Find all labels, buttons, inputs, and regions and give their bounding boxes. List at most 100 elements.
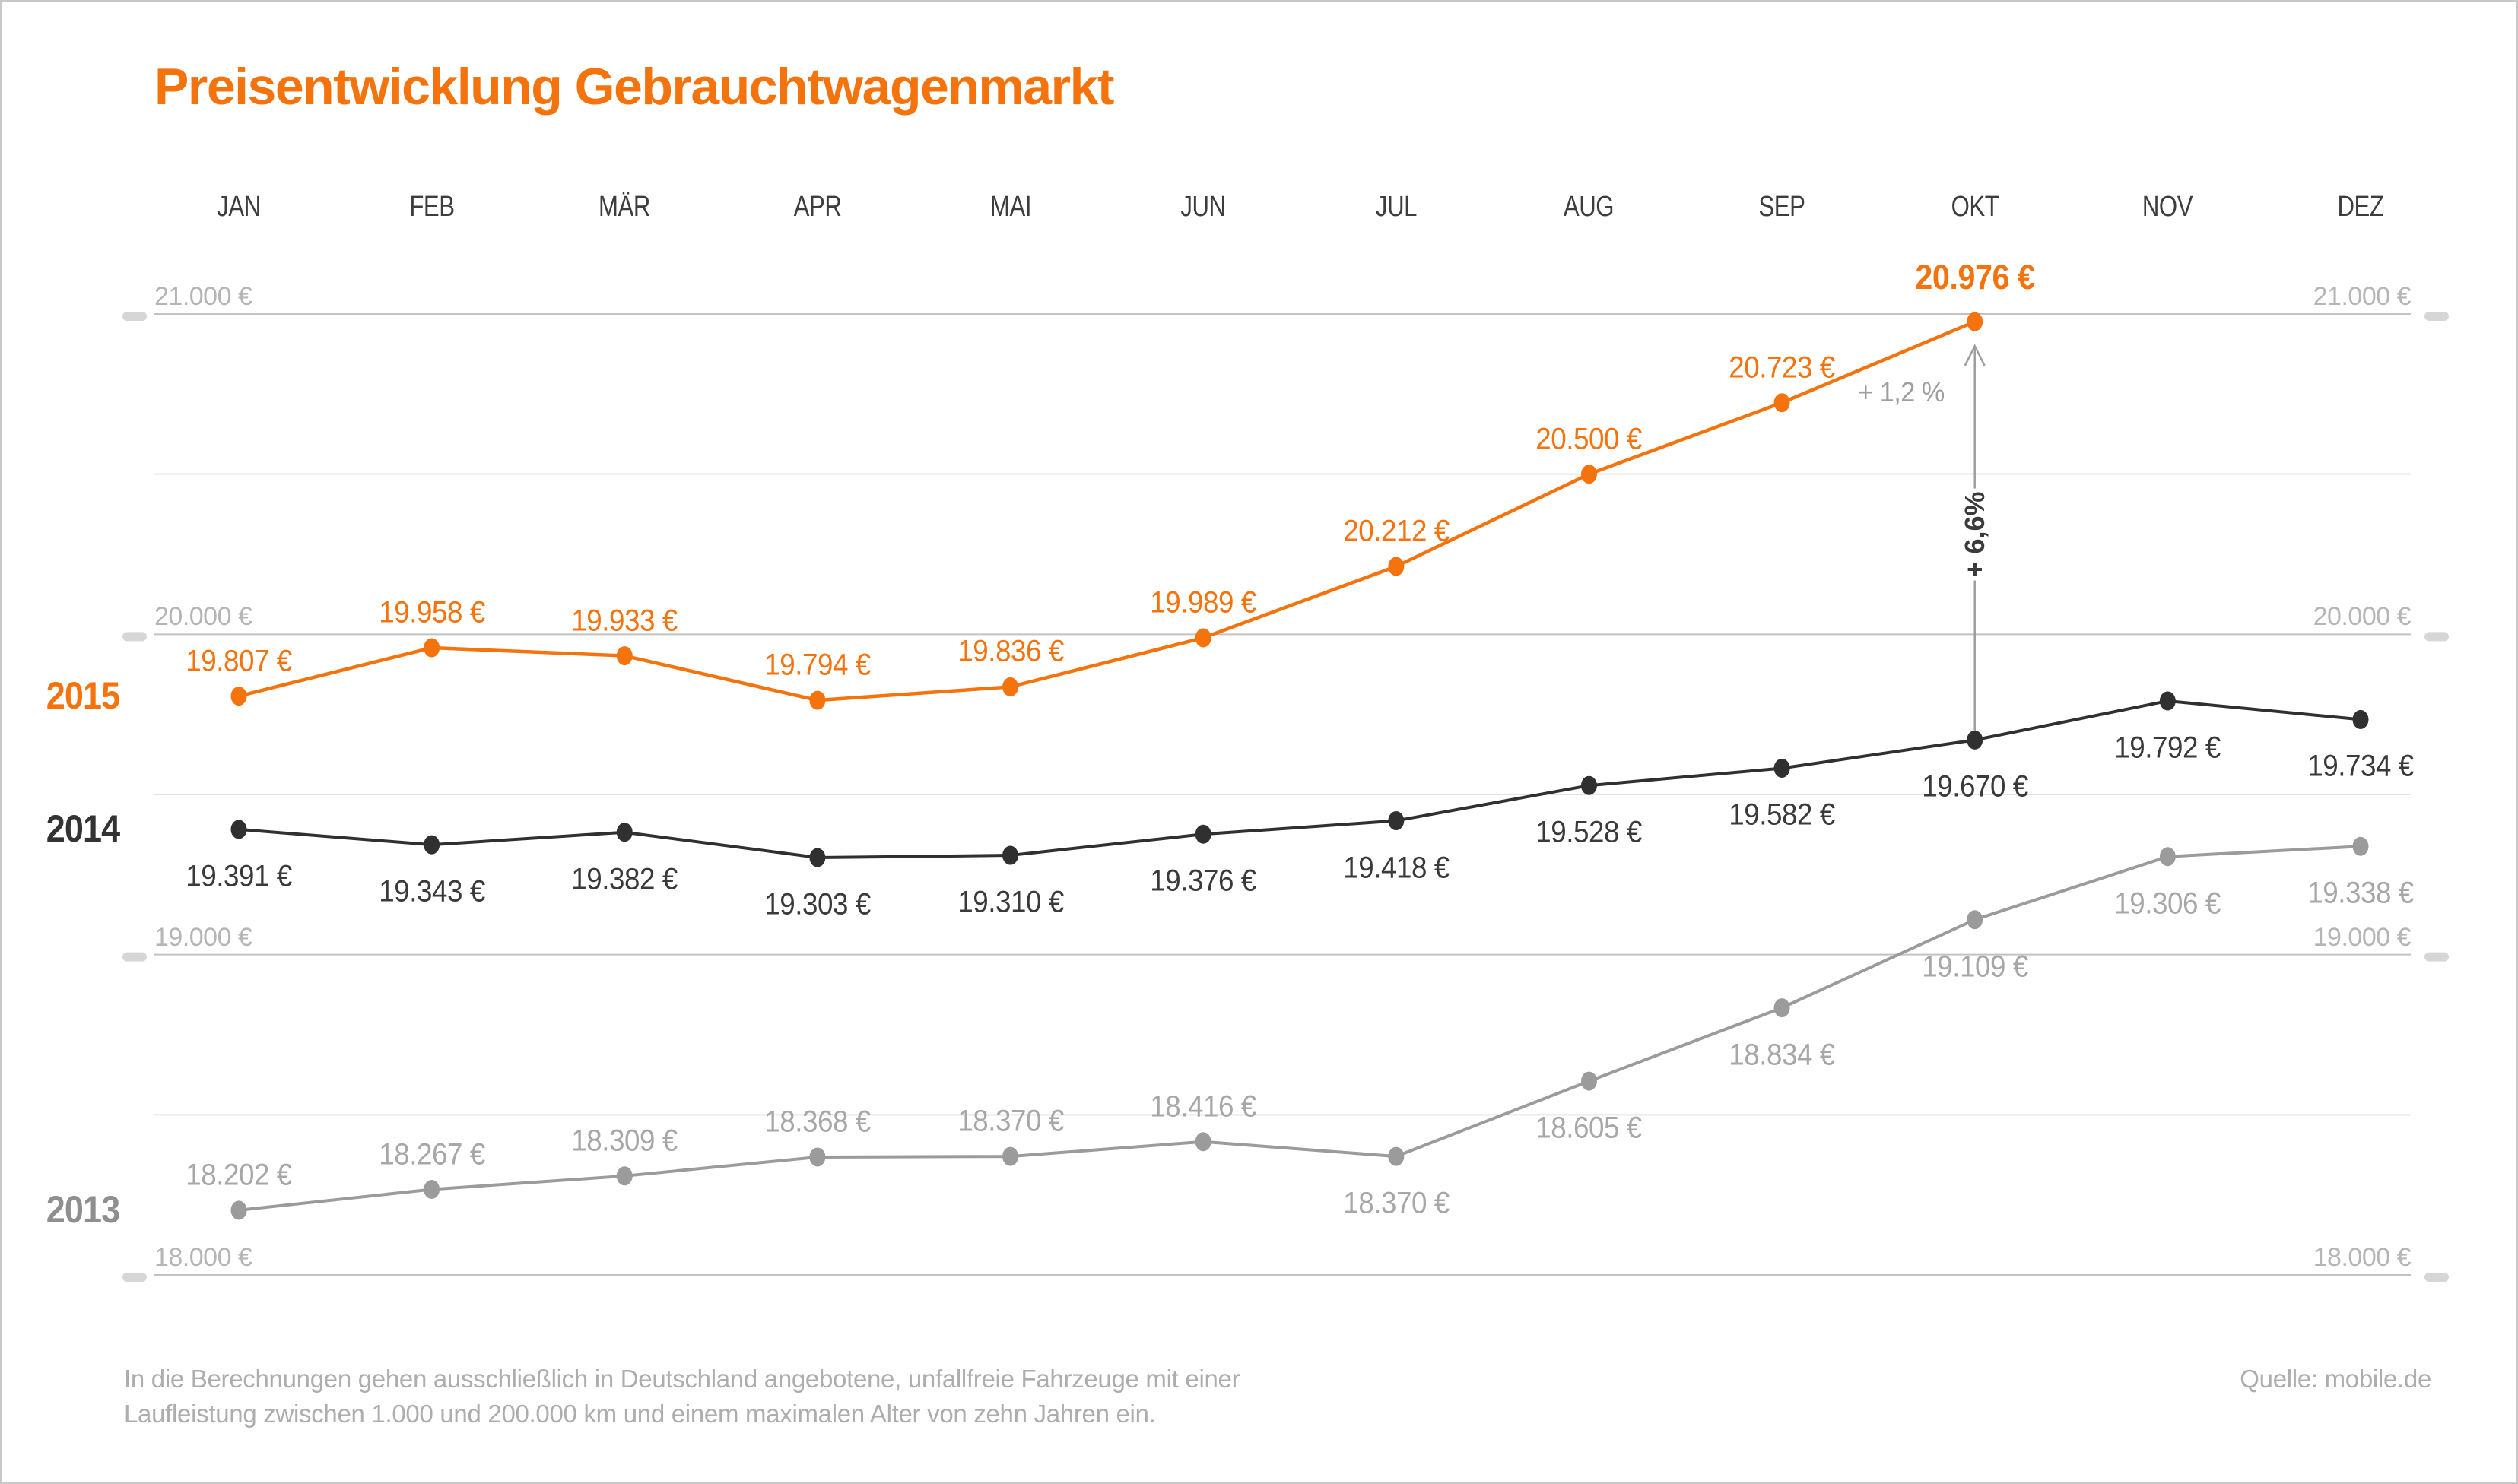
point-label-2015-OKT: 20.976 € (1907, 258, 2042, 298)
data-point-2015-MÄR (616, 646, 633, 666)
month-label-APR: APR (793, 191, 842, 223)
footnote-line-2: Laufleistung zwischen 1.000 und 200.000 … (124, 1400, 1156, 1428)
year-label-2013: 2013 (46, 1188, 120, 1231)
axis-tick-left (122, 952, 147, 962)
data-point-2014-JUN (1195, 824, 1211, 844)
point-label-2014-SEP: 19.582 € (1729, 797, 1835, 832)
data-point-2013-MAI (1002, 1146, 1019, 1166)
data-point-2014-DEZ (2352, 709, 2369, 729)
month-label-MAI: MAI (989, 191, 1031, 223)
month-label-SEP: SEP (1758, 191, 1806, 223)
data-point-2014-MÄR (616, 823, 633, 842)
point-label-2013-FEB: 18.267 € (378, 1137, 485, 1171)
month-label-OKT: OKT (1951, 191, 1999, 223)
point-label-2015-APR: 19.794 € (764, 648, 871, 682)
point-label-2013-MÄR: 18.309 € (571, 1124, 678, 1158)
month-label-JUL: JUL (1375, 191, 1418, 223)
chart-title: Preisentwicklung Gebrauchtwagenmarkt (154, 58, 1115, 116)
month-label-NOV: NOV (2142, 191, 2193, 223)
data-point-2014-MAI (1002, 845, 1019, 865)
data-point-2013-APR (809, 1147, 826, 1167)
axis-tick-left (122, 312, 147, 322)
data-point-2013-FEB (424, 1180, 440, 1200)
data-point-2013-DEZ (2352, 836, 2369, 856)
point-label-2015-JUN: 19.989 € (1150, 585, 1256, 620)
axis-tick-right (2424, 312, 2449, 322)
y-axis-label-right-20000: 20.000 € (2313, 602, 2412, 632)
point-label-2015-JUL: 20.212 € (1343, 514, 1450, 548)
y-axis-label-right-19000: 19.000 € (2313, 922, 2412, 952)
data-point-2013-MÄR (616, 1166, 633, 1186)
data-point-2015-AUG (1580, 465, 1597, 484)
y-axis-label-left-18000: 18.000 € (154, 1243, 252, 1272)
point-label-2014-MAI: 19.310 € (957, 885, 1064, 919)
series-line-2014 (238, 699, 2361, 860)
data-point-2013-JUL (1388, 1146, 1405, 1166)
year-label-2014: 2014 (46, 807, 120, 850)
y-axis-label-left-19000: 19.000 € (154, 922, 252, 952)
data-point-2013-SEP (1773, 998, 1790, 1018)
point-label-2015-JAN: 19.807 € (186, 644, 292, 678)
point-label-2014-APR: 19.303 € (764, 887, 871, 921)
footnote-line-1: In die Berechnungen gehen ausschließlich… (124, 1365, 1240, 1393)
point-label-2015-AUG: 20.500 € (1535, 422, 1643, 456)
data-point-2014-NOV (2159, 691, 2176, 711)
data-point-2013-OKT (1967, 910, 1983, 930)
data-point-2013-AUG (1580, 1071, 1597, 1091)
axis-tick-left (122, 1273, 147, 1282)
point-label-2015-MÄR: 19.933 € (571, 604, 678, 638)
data-point-2014-AUG (1580, 775, 1597, 795)
point-label-2013-OKT: 19.109 € (1921, 950, 2028, 984)
axis-tick-right (2424, 632, 2449, 642)
point-label-2014-OKT: 19.670 € (1921, 769, 2028, 804)
axis-tick-right (2424, 1273, 2449, 1282)
data-point-2015-SEP (1773, 393, 1790, 413)
data-point-2013-JUN (1195, 1132, 1211, 1152)
point-label-2014-MÄR: 19.382 € (571, 862, 678, 896)
data-point-2013-JAN (230, 1200, 247, 1220)
axis-tick-left (122, 632, 147, 642)
point-label-2014-JUL: 19.418 € (1343, 851, 1450, 885)
point-label-2013-JUN: 18.416 € (1150, 1089, 1256, 1124)
data-point-2015-JUL (1388, 556, 1405, 576)
data-point-2014-OKT (1967, 730, 1983, 750)
point-label-2014-NOV: 19.792 € (2114, 731, 2221, 765)
year-change-label: + 6,6% (1951, 488, 1999, 581)
data-point-2015-APR (809, 690, 826, 710)
data-point-2013-NOV (2159, 847, 2176, 867)
data-point-2014-JAN (230, 820, 247, 839)
point-label-2013-DEZ: 19.338 € (2307, 876, 2414, 910)
point-label-2013-MAI: 18.370 € (957, 1104, 1064, 1138)
point-label-2014-AUG: 19.528 € (1535, 815, 1643, 849)
data-point-2015-JUN (1195, 628, 1211, 648)
point-label-2013-JAN: 18.202 € (186, 1158, 292, 1192)
month-label-AUG: AUG (1564, 191, 1615, 223)
point-label-2015-SEP: 20.723 € (1729, 350, 1835, 385)
y-axis-label-left-20000: 20.000 € (154, 602, 252, 632)
point-label-2014-DEZ: 19.734 € (2307, 749, 2414, 783)
data-point-2014-FEB (424, 835, 440, 855)
data-point-2015-OKT (1967, 312, 1983, 331)
month-label-FEB: FEB (408, 191, 455, 223)
data-point-2015-FEB (424, 638, 440, 658)
point-label-2015-FEB: 19.958 € (378, 595, 485, 629)
month-change-note: + 1,2 % (1858, 376, 1945, 407)
source-credit: Quelle: mobile.de (2240, 1365, 2431, 1393)
data-point-2014-SEP (1773, 758, 1790, 778)
y-axis-label-left-21000: 21.000 € (154, 282, 252, 311)
month-label-DEZ: DEZ (2337, 191, 2384, 223)
data-point-2015-JAN (230, 687, 247, 706)
point-label-2013-AUG: 18.605 € (1535, 1111, 1643, 1145)
data-point-2014-JUL (1388, 811, 1405, 831)
year-label-2015: 2015 (46, 674, 120, 717)
series-line-2015 (238, 320, 1976, 702)
data-point-2014-APR (809, 848, 826, 867)
point-label-2013-APR: 18.368 € (764, 1105, 871, 1139)
point-label-2015-MAI: 19.836 € (957, 634, 1064, 668)
point-label-2014-FEB: 19.343 € (378, 874, 485, 908)
point-label-2013-NOV: 19.306 € (2114, 886, 2221, 921)
point-label-2014-JUN: 19.376 € (1150, 864, 1256, 898)
y-axis-label-right-18000: 18.000 € (2313, 1243, 2412, 1272)
